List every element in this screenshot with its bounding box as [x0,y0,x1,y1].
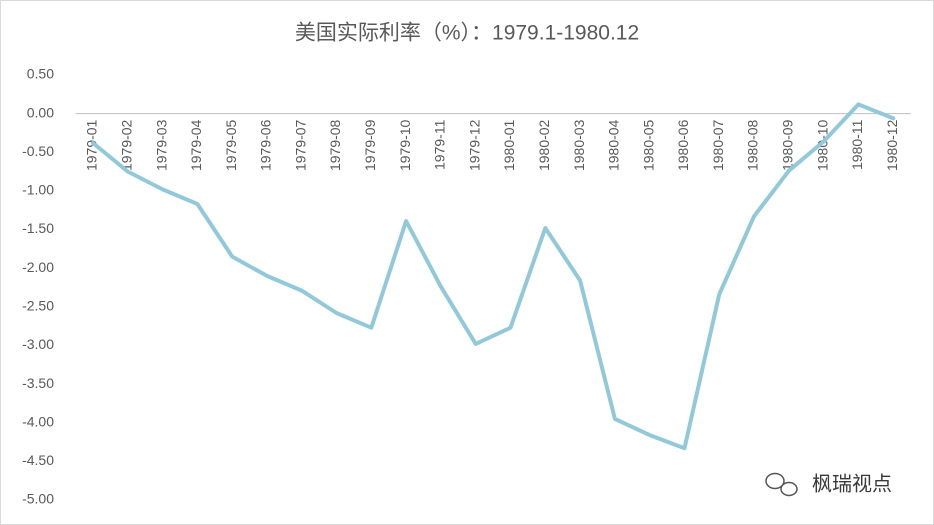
x-tick-label: 1979-05 [223,119,239,171]
y-tick-label: -4.00 [22,413,54,429]
chart-title: 美国实际利率（%）：1979.1-1980.12 [295,22,639,45]
y-tick-label: -2.00 [22,259,54,275]
x-tick-label: 1979-04 [188,119,204,171]
y-tick-label: -3.50 [22,375,54,391]
watermark: 枫瑞视点 [812,472,892,495]
y-tick-label: 0.50 [27,66,54,82]
x-tick-label: 1979-06 [258,119,274,171]
x-tick-label: 1980-02 [536,119,552,171]
y-tick-label: -4.50 [22,452,54,468]
x-tick-label: 1979-03 [153,119,169,171]
x-tick-label: 1980-12 [884,119,900,171]
x-tick-label: 1980-03 [571,119,587,171]
y-tick-label: -3.00 [22,336,54,352]
x-tick-label: 1980-11 [849,119,865,170]
x-tick-label: 1980-04 [606,119,622,171]
watermark-icon [765,472,798,497]
x-tick-label: 1980-08 [745,119,761,171]
x-tick-label: 1979-08 [327,119,343,171]
x-tick-label: 1980-05 [640,119,656,171]
x-tick-label: 1979-07 [292,119,308,171]
x-tick-label: 1980-06 [675,119,691,171]
y-tick-label: -1.50 [22,220,54,236]
x-tick-label: 1980-09 [780,119,796,171]
data-line [91,102,896,451]
x-tick-label: 1980-10 [814,119,830,171]
x-tick-label: 1979-02 [118,119,134,171]
y-tick-label: 0.00 [27,104,54,120]
y-tick-label: -2.50 [22,298,54,314]
y-tick-label: -5.00 [22,491,54,507]
x-tick-label: 1979-01 [84,119,100,171]
x-tick-label: 1980-07 [710,119,726,171]
y-tick-label: -0.50 [22,143,54,159]
x-tick-label: 1979-09 [362,119,378,171]
x-tick-label: 1980-01 [501,119,517,171]
x-tick-label: 1979-10 [397,119,413,171]
y-tick-label: -1.00 [22,182,54,198]
x-tick-label: 1979-11 [432,119,448,170]
x-tick-label: 1979-12 [466,119,482,171]
